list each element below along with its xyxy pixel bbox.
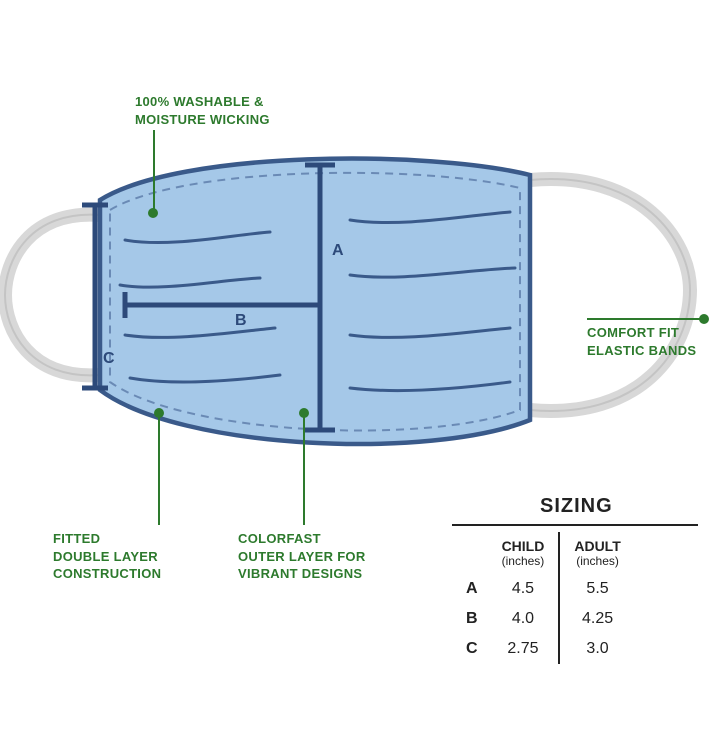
- cell-adult: 3.0: [559, 634, 634, 664]
- row-label: A: [452, 574, 488, 604]
- leader-elastic: [587, 318, 705, 320]
- callout-fitted: FITTED DOUBLE LAYER CONSTRUCTION: [53, 530, 161, 583]
- sizing-col-child-label: CHILD: [502, 538, 545, 554]
- dim-label-b: B: [235, 312, 247, 330]
- cell-child: 2.75: [488, 634, 560, 664]
- cell-adult: 4.25: [559, 604, 634, 634]
- sizing-col-adult: ADULT (inches): [559, 532, 634, 574]
- cell-child: 4.5: [488, 574, 560, 604]
- dim-label-c: C: [103, 350, 115, 368]
- callout-washable: 100% WASHABLE & MOISTURE WICKING: [135, 93, 270, 128]
- sizing-table: CHILD (inches) ADULT (inches) A 4.5 5.5 …: [452, 532, 635, 664]
- leader-washable: [153, 130, 155, 210]
- sizing-title: SIZING: [540, 495, 613, 518]
- cell-child: 4.0: [488, 604, 560, 634]
- sizing-col-child: CHILD (inches): [488, 532, 560, 574]
- table-row: B 4.0 4.25: [452, 604, 635, 634]
- cell-adult: 5.5: [559, 574, 634, 604]
- dot-elastic: [699, 314, 709, 324]
- sizing-col-adult-unit: (inches): [574, 554, 620, 568]
- callout-elastic: COMFORT FIT ELASTIC BANDS: [587, 324, 696, 359]
- leader-fitted: [158, 415, 160, 525]
- sizing-divider: [452, 524, 698, 526]
- dot-washable: [148, 208, 158, 218]
- sizing-col-adult-label: ADULT: [574, 538, 620, 554]
- mask-illustration: [0, 120, 720, 480]
- dim-label-a: A: [332, 242, 344, 260]
- mask-infographic: A B C 100% WASHABLE & MOISTURE WICKING C…: [0, 0, 720, 748]
- dot-fitted: [154, 408, 164, 418]
- dot-colorfast: [299, 408, 309, 418]
- row-label: C: [452, 634, 488, 664]
- row-label: B: [452, 604, 488, 634]
- sizing-col-child-unit: (inches): [502, 554, 545, 568]
- table-row: C 2.75 3.0: [452, 634, 635, 664]
- callout-colorfast: COLORFAST OUTER LAYER FOR VIBRANT DESIGN…: [238, 530, 366, 583]
- leader-colorfast: [303, 415, 305, 525]
- table-row: A 4.5 5.5: [452, 574, 635, 604]
